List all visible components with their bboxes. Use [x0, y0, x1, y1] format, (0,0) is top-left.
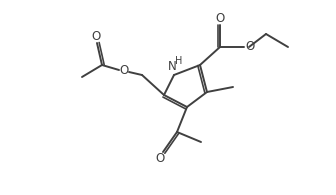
Text: O: O	[215, 12, 225, 26]
Text: H: H	[175, 56, 183, 66]
Text: N: N	[168, 59, 176, 73]
Text: O: O	[91, 29, 100, 43]
Text: O: O	[155, 152, 165, 166]
Text: O: O	[119, 64, 129, 76]
Text: O: O	[245, 40, 255, 52]
